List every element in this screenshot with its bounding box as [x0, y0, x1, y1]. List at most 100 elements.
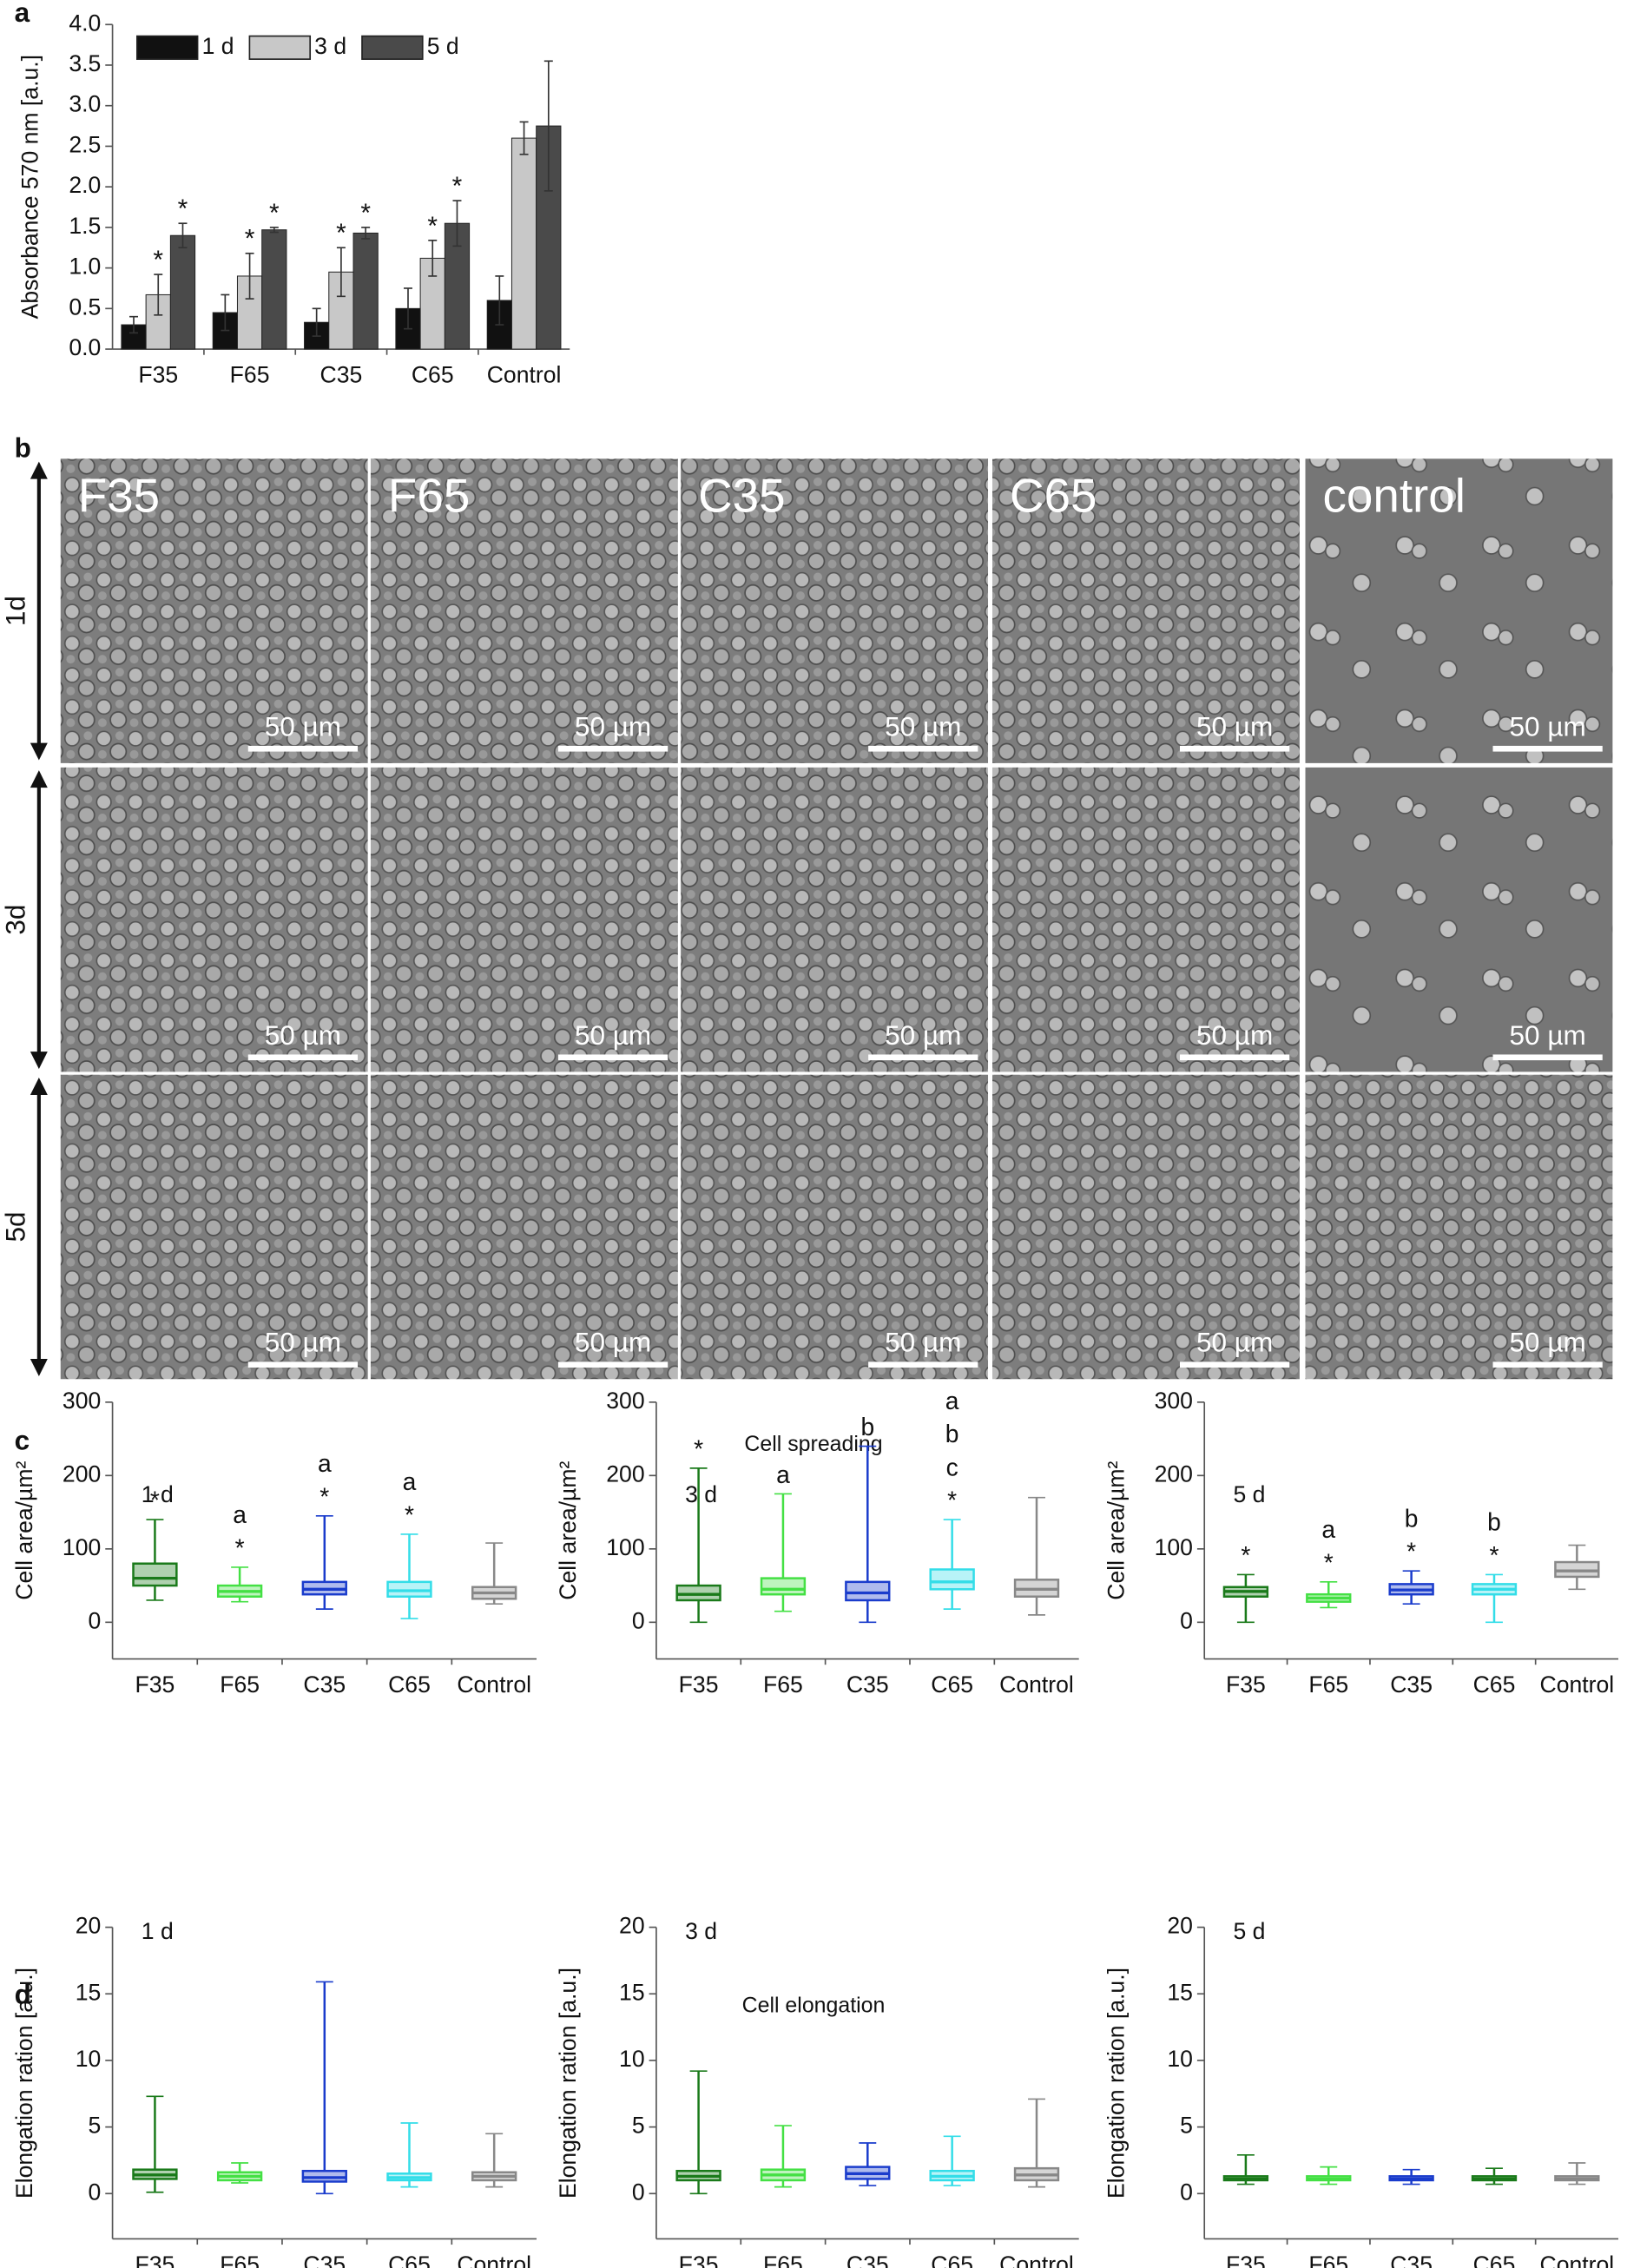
significance-label: * — [178, 194, 188, 223]
y-tick-label: 100 — [1155, 1534, 1193, 1560]
sem-image — [681, 767, 989, 1072]
sem-image — [681, 1074, 989, 1380]
y-tick-label: 15 — [76, 1979, 102, 2005]
scale-bar-label: 50 µm — [1509, 1327, 1585, 1358]
y-tick-label: 300 — [606, 1388, 644, 1414]
x-tick-label: F35 — [1226, 1671, 1266, 1698]
significance-label: * — [1489, 1541, 1499, 1569]
legend-swatch — [361, 35, 424, 60]
significance-label: * — [947, 1487, 957, 1514]
bar — [510, 137, 537, 350]
x-tick-label: F65 — [763, 2252, 803, 2268]
y-tick-label: 5 — [88, 2113, 101, 2139]
significance-label: * — [1406, 1538, 1416, 1566]
y-axis-label: Cell area/µm² — [11, 1461, 37, 1600]
legend-swatch — [135, 35, 199, 60]
box — [1554, 1560, 1600, 1579]
scale-bar — [1179, 1054, 1290, 1061]
x-tick-label: C65 — [388, 1671, 431, 1698]
sem-image — [60, 767, 368, 1072]
x-tick-label: F65 — [1308, 2252, 1348, 2268]
y-tick-label: 10 — [1167, 2046, 1193, 2072]
y-tick-label: 0.5 — [69, 293, 101, 320]
sem-image — [1305, 767, 1613, 1072]
y-tick-label: 1.0 — [69, 254, 101, 280]
significance-label: a — [1321, 1515, 1335, 1543]
row-label: 5d — [0, 1211, 30, 1242]
sem-image — [992, 1074, 1300, 1380]
y-tick-label: 0 — [1180, 2179, 1193, 2205]
x-tick-label: C65 — [931, 1671, 973, 1698]
significance-label: * — [427, 212, 438, 241]
scale-bar-label: 50 µm — [1509, 710, 1585, 742]
sem-image — [60, 1074, 368, 1380]
box — [675, 1584, 721, 1602]
significance-label: * — [235, 1533, 245, 1561]
significance-label: * — [336, 219, 346, 247]
bar — [352, 232, 379, 350]
significance-label: * — [694, 1434, 703, 1462]
sem-image — [370, 767, 678, 1072]
scale-bar — [868, 1054, 978, 1061]
x-tick-label: C65 — [931, 2252, 973, 2268]
y-tick-label: 0 — [88, 1607, 101, 1633]
significance-label: b — [1405, 1504, 1419, 1532]
bar — [169, 234, 196, 350]
chart-title: 1 d — [142, 1481, 174, 1507]
y-tick-label: 10 — [76, 2046, 102, 2072]
column-label: C35 — [698, 468, 786, 522]
arrow-head — [30, 461, 48, 479]
column-label: F65 — [388, 468, 470, 522]
x-tick-label: C35 — [320, 362, 363, 388]
significance-label: * — [153, 246, 163, 274]
scale-bar-label: 50 µm — [1509, 1019, 1585, 1051]
y-tick-label: 10 — [619, 2046, 645, 2072]
x-tick-label: F35 — [135, 2252, 175, 2268]
scale-bar-label: 50 µm — [575, 710, 651, 742]
y-tick-label: 3.5 — [69, 50, 101, 76]
x-tick-label: Control — [487, 362, 562, 388]
sem-image — [370, 458, 678, 763]
scale-bar — [1492, 1361, 1603, 1368]
significance-label: b — [1487, 1508, 1501, 1536]
x-tick-label: Control — [457, 2252, 531, 2268]
x-tick-label: Control — [457, 1671, 531, 1698]
y-tick-label: 200 — [63, 1460, 101, 1487]
section-title: Cell spreading — [744, 1432, 882, 1456]
scale-bar — [868, 1361, 978, 1368]
column-label: control — [1322, 468, 1466, 522]
y-tick-label: 20 — [619, 1913, 645, 1939]
y-tick-label: 5 — [632, 2113, 645, 2139]
significance-label: b — [860, 1413, 874, 1441]
arrow-head — [30, 770, 48, 788]
scale-bar-label: 50 µm — [1196, 1019, 1273, 1051]
x-tick-label: F35 — [679, 2252, 719, 2268]
scale-bar-label: 50 µm — [575, 1327, 651, 1358]
scale-bar-label: 50 µm — [885, 1019, 961, 1051]
y-tick-label: 0.0 — [69, 334, 101, 360]
significance-label: a — [945, 1387, 959, 1414]
box — [386, 1580, 432, 1598]
legend-label: 3 d — [314, 33, 346, 59]
sem-image — [681, 458, 989, 763]
y-axis-label: Elongation ration [a.u.] — [11, 1968, 37, 2199]
y-axis-label: Cell area/µm² — [555, 1461, 581, 1600]
y-tick-label: 4.0 — [69, 10, 101, 36]
significance-label: * — [1241, 1541, 1250, 1569]
y-tick-label: 1.5 — [69, 213, 101, 239]
x-tick-label: C35 — [1390, 1671, 1433, 1698]
row-label: 3d — [0, 905, 30, 935]
y-tick-label: 3.0 — [69, 91, 101, 117]
y-tick-label: 2.0 — [69, 172, 101, 198]
legend-label: 5 d — [427, 33, 459, 59]
y-axis-label: Elongation ration [a.u.] — [555, 1968, 581, 2199]
significance-label: c — [946, 1453, 958, 1480]
scale-bar-label: 50 µm — [265, 710, 341, 742]
scale-bar — [247, 1361, 359, 1368]
scale-bar-label: 50 µm — [575, 1019, 651, 1051]
y-tick-label: 15 — [619, 1979, 645, 2005]
significance-label: * — [452, 172, 463, 201]
y-tick-label: 300 — [1155, 1388, 1193, 1414]
